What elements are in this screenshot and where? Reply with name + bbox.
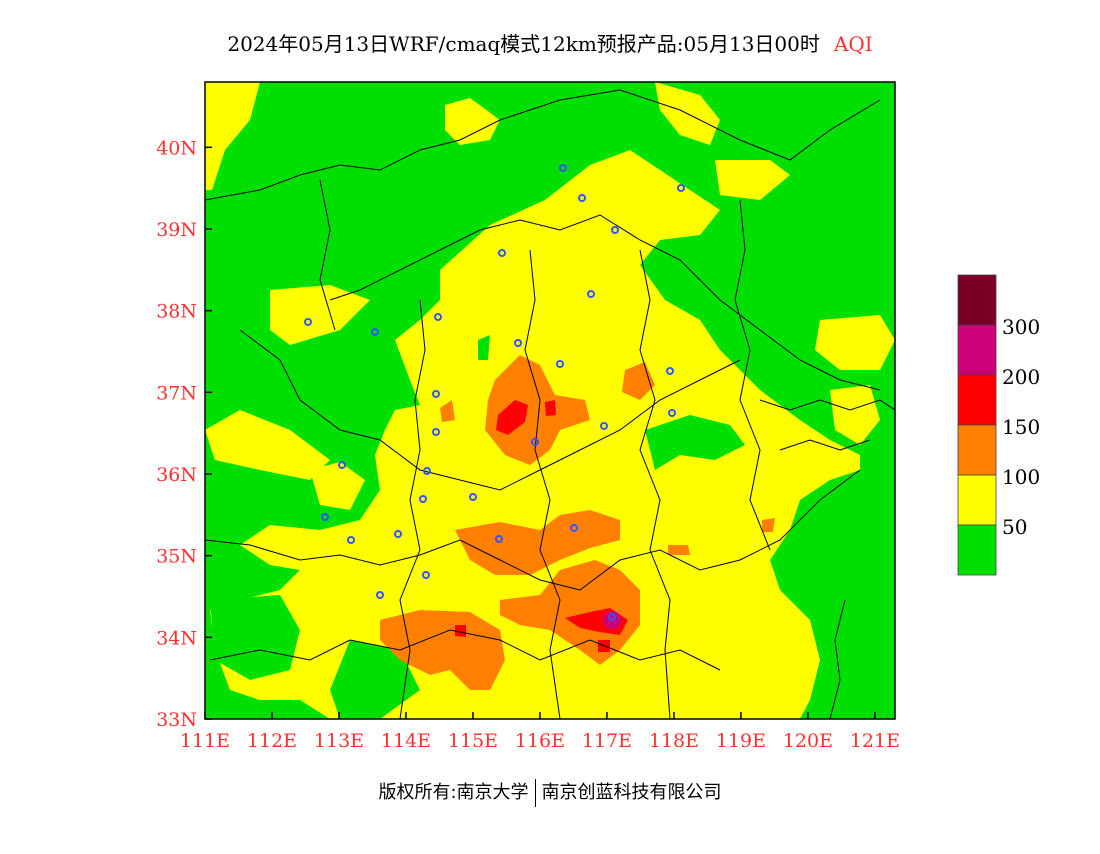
city-marker [304, 318, 312, 326]
city-marker [495, 535, 503, 543]
footer-separator [534, 779, 536, 807]
city-marker [347, 536, 355, 544]
legend-label: 150 [1002, 415, 1040, 439]
city-marker [666, 367, 674, 375]
aqi-good-island [330, 640, 420, 719]
lat-tick-label: 36N [156, 464, 197, 486]
lat-tick-label: 37N [156, 382, 197, 404]
city-marker [423, 467, 431, 475]
aqi-usg-region [668, 545, 690, 555]
city-marker [514, 339, 522, 347]
city-marker [434, 313, 442, 321]
aqi-moderate-patch [815, 315, 895, 370]
legend-swatch [957, 524, 997, 576]
city-marker [432, 390, 440, 398]
aqi-unhealthy-region [545, 400, 556, 416]
legend-label: 100 [1002, 465, 1040, 489]
lat-tick-label: 39N [156, 219, 197, 241]
city-markers [304, 164, 685, 621]
map-title: 2024年05月13日WRF/cmaq模式12km预报产品:05月13日00时 A… [0, 28, 1100, 57]
aqi-moderate-patch [205, 410, 330, 480]
copyright-text: 版权所有:南京大学 [378, 782, 529, 803]
legend-label: 300 [1002, 315, 1040, 339]
city-marker [531, 438, 539, 446]
city-marker [498, 249, 506, 257]
legend-swatch [957, 324, 997, 376]
legend-swatch [957, 424, 997, 476]
city-marker [371, 328, 379, 336]
lon-tick-label: 118E [649, 730, 699, 752]
city-marker [587, 290, 595, 298]
lat-tick-label: 40N [156, 137, 197, 159]
lon-tick-label: 116E [515, 730, 565, 752]
lon-tick-label: 115E [448, 730, 498, 752]
aqi-moderate-patch [270, 285, 370, 345]
city-marker [394, 530, 402, 538]
lon-tick-label: 114E [381, 730, 431, 752]
aqi-legend: 300 200 150 100 50 [957, 274, 1040, 576]
lon-tick-label: 113E [314, 730, 364, 752]
aqi-field [205, 82, 895, 719]
legend-label: 200 [1002, 365, 1040, 389]
lon-tick-label: 120E [783, 730, 833, 752]
aqi-usg-region [455, 510, 620, 575]
city-marker [677, 184, 685, 192]
legend-swatch [957, 274, 997, 326]
lat-tick-label: 33N [156, 709, 197, 731]
city-marker [338, 461, 346, 469]
aqi-usg-regions [380, 355, 775, 690]
aqi-moderate-patch [310, 462, 365, 510]
aqi-good-island [210, 595, 300, 680]
legend-label: 50 [1002, 515, 1027, 539]
city-marker [432, 428, 440, 436]
aqi-moderate-patch [205, 82, 260, 190]
city-marker [611, 226, 619, 234]
lon-tick-label: 117E [582, 730, 632, 752]
aqi-usg-region [380, 610, 505, 690]
lat-tick-label: 35N [156, 546, 197, 568]
lon-tick-label: 121E [850, 730, 900, 752]
city-marker [469, 493, 477, 501]
footer: 版权所有:南京大学 南京创蓝科技有限公司 [0, 778, 1100, 807]
variable-label: AQI [833, 32, 873, 56]
lat-tick-label: 38N [156, 301, 197, 323]
axis-ticks [204, 146, 876, 720]
lat-tick-label: 34N [156, 627, 197, 649]
legend-swatch [957, 374, 997, 426]
city-marker [556, 360, 564, 368]
aqi-usg-region [485, 355, 590, 465]
plot-frame [204, 81, 896, 720]
aqi-usg-region [440, 400, 455, 422]
title-text: 2024年05月13日WRF/cmaq模式12km预报产品:05月13日00时 [227, 32, 820, 56]
city-marker [668, 409, 676, 417]
aqi-moderate-patch [715, 160, 790, 200]
aqi-usg-region [762, 518, 775, 532]
company-text: 南京创蓝科技有限公司 [541, 782, 722, 803]
lon-tick-label: 119E [716, 730, 766, 752]
aqi-good-island [645, 415, 745, 470]
legend-swatch [957, 474, 997, 526]
aqi-unhealthy-region [496, 400, 528, 435]
aqi-good-island [478, 335, 490, 360]
city-marker [422, 571, 430, 579]
city-marker [608, 613, 616, 621]
lon-tick-label: 112E [247, 730, 297, 752]
aqi-usg-region [500, 560, 640, 665]
city-marker [321, 513, 329, 521]
aqi-moderate-patch [445, 98, 500, 145]
province-boundaries [205, 89, 895, 719]
city-marker [419, 495, 427, 503]
aqi-moderate-patch [830, 385, 880, 445]
city-marker [376, 591, 384, 599]
aqi-unhealthy-region [455, 625, 466, 637]
city-marker [600, 422, 608, 430]
city-marker [559, 164, 567, 172]
city-marker [570, 524, 578, 532]
city-marker [578, 194, 586, 202]
lon-tick-label: 111E [180, 730, 230, 752]
